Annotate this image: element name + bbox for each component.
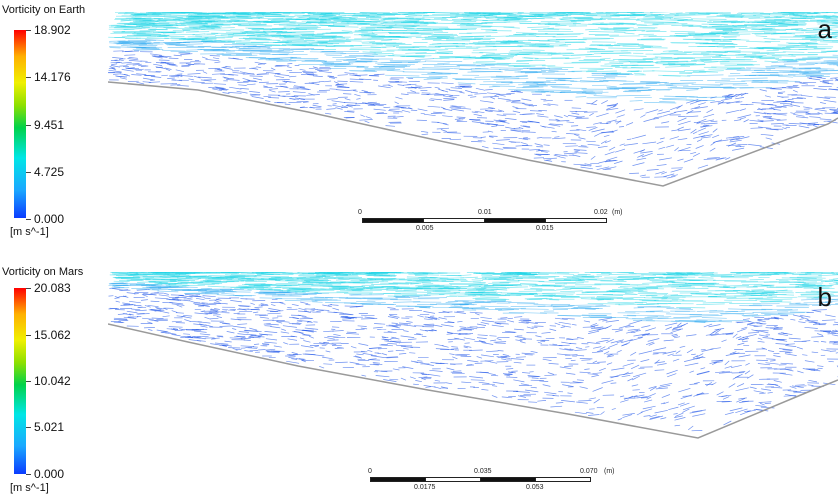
vector-streaks xyxy=(109,272,838,431)
scale-label: 0.070 xyxy=(580,468,598,475)
scale-segment xyxy=(423,218,485,223)
legend-tick-min: 0.000 xyxy=(34,212,64,226)
panel-letter: b xyxy=(818,282,832,313)
scale-label: 0.01 xyxy=(478,209,492,216)
color-scale-bar xyxy=(14,30,26,218)
legend-title: Vorticity on Mars xyxy=(2,266,83,278)
scale-label: 0.015 xyxy=(536,225,554,232)
panel-earth: Vorticity on Earth 18.902 14.176 9.451 4… xyxy=(0,0,838,248)
legend-tick-max: 18.902 xyxy=(34,23,71,37)
legend-tick-max: 20.083 xyxy=(34,281,71,295)
scale-label: 0.053 xyxy=(526,484,544,491)
legend-tick: 10.042 xyxy=(34,374,71,388)
legend-tick: 15.062 xyxy=(34,328,71,342)
scale-segment xyxy=(362,218,424,223)
cavity-wall-outline xyxy=(108,324,838,438)
legend-tick: 14.176 xyxy=(34,70,71,84)
scale-unit: (m) xyxy=(612,209,623,216)
scale-label: 0.005 xyxy=(416,225,434,232)
scale-bar: 0 0.035 0.070 (m) 0.0175 0.053 xyxy=(368,468,630,498)
legend-tick: 4.725 xyxy=(34,165,64,179)
vector-field-earth xyxy=(108,12,838,188)
legend-unit: [m s^-1] xyxy=(10,226,49,238)
scale-label: 0 xyxy=(368,468,372,475)
scale-segment xyxy=(370,477,426,482)
color-scale-bar xyxy=(14,288,26,474)
scale-bar: 0 0.01 0.02 (m) 0.005 0.015 xyxy=(358,209,628,239)
legend-title: Vorticity on Earth xyxy=(2,4,85,16)
vector-streaks xyxy=(108,12,838,178)
scale-segment xyxy=(480,477,536,482)
scale-unit: (m) xyxy=(604,468,615,475)
legend-tick-min: 0.000 xyxy=(34,467,64,481)
vector-field-mars xyxy=(108,272,838,442)
legend-unit: [m s^-1] xyxy=(10,482,49,494)
scale-label: 0 xyxy=(358,209,362,216)
scale-label: 0.035 xyxy=(474,468,492,475)
scale-label: 0.02 xyxy=(594,209,608,216)
scale-segment xyxy=(484,218,546,223)
scale-segment xyxy=(545,218,607,223)
legend-tick: 5.021 xyxy=(34,420,64,434)
scale-segment xyxy=(535,477,591,482)
panel-mars: Vorticity on Mars 20.083 15.062 10.042 5… xyxy=(0,262,838,497)
panel-letter: a xyxy=(818,14,832,45)
legend-tick: 9.451 xyxy=(34,118,64,132)
scale-segment xyxy=(425,477,481,482)
scale-label: 0.0175 xyxy=(414,484,435,491)
